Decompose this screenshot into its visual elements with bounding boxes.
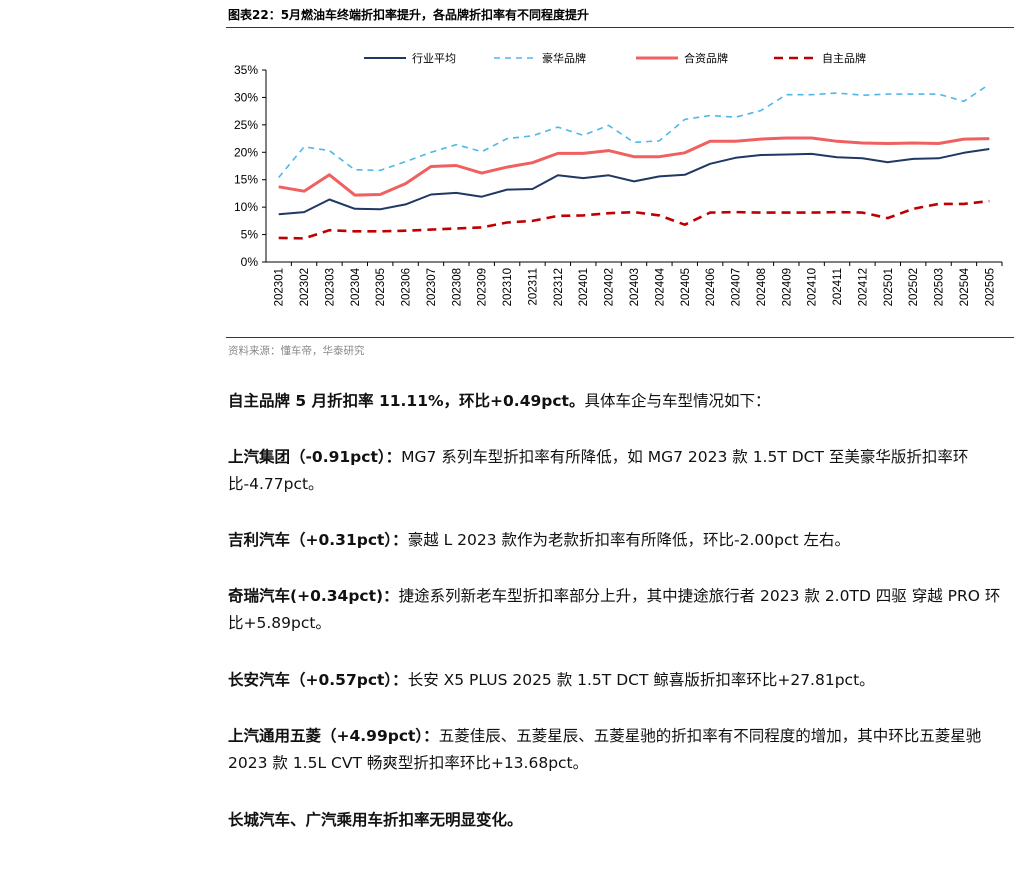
- x-tick-label: 202305: [375, 268, 387, 306]
- x-tick-label: 202501: [883, 268, 895, 306]
- plot-area: [278, 83, 990, 240]
- legend-label: 自主品牌: [822, 51, 866, 65]
- x-tick-label: 202312: [553, 268, 565, 306]
- paragraph-lead: 长安汽车（+0.57pct）：: [228, 671, 408, 689]
- paragraph-text: 捷途系列新老车型折扣率部分上升，其中捷途旅行者 2023 款 2.0TD 四驱 …: [228, 587, 1001, 632]
- series-line-豪华品牌: [278, 83, 990, 179]
- x-tick-label: 202303: [324, 268, 336, 306]
- x-tick-label: 202401: [578, 268, 590, 306]
- chart-legend: 行业平均 豪华品牌 合资品牌 自主品牌: [364, 51, 866, 65]
- paragraph-saic: 上汽集团（-0.91pct）：MG7 系列车型折扣率有所降低，如 MG7 202…: [228, 444, 1014, 498]
- x-tick-label: 202304: [350, 267, 362, 306]
- x-tick-label: 202504: [959, 267, 971, 306]
- y-tick-label: 25%: [234, 118, 258, 132]
- x-tick-label: 202307: [426, 268, 438, 306]
- series-line-自主品牌: [278, 199, 990, 240]
- y-tick-label: 15%: [234, 173, 258, 187]
- x-tick-label: 202502: [908, 268, 920, 306]
- bottom-rule: [226, 337, 1014, 338]
- y-tick-label: 20%: [234, 145, 258, 159]
- x-tick-label: 202405: [680, 268, 692, 306]
- paragraph-text: 具体车企与车型情况如下：: [584, 392, 771, 410]
- legend-label: 行业平均: [412, 52, 456, 65]
- x-tick-label: 202310: [502, 268, 514, 306]
- x-tick-label: 202404: [654, 267, 666, 306]
- paragraph-changan: 长安汽车（+0.57pct）：长安 X5 PLUS 2025 款 1.5T DC…: [228, 667, 1014, 694]
- x-tick-label: 202410: [807, 268, 819, 306]
- paragraph-sgmw: 上汽通用五菱（+4.99pct）：五菱佳辰、五菱星辰、五菱星驰的折扣率有不同程度…: [228, 723, 1014, 777]
- x-tick-label: 202412: [857, 268, 869, 306]
- paragraph-lead: 吉利汽车（+0.31pct）：: [228, 531, 408, 549]
- legend-label: 合资品牌: [684, 51, 728, 65]
- paragraph-lead: 上汽通用五菱（+4.99pct）：: [228, 727, 439, 745]
- x-tick-label: 202302: [299, 268, 311, 306]
- legend-label: 豪华品牌: [542, 51, 586, 65]
- paragraph-lead: 自主品牌 5 月折扣率 11.11%，环比+0.49pct。: [228, 392, 585, 410]
- x-tick-label: 202306: [401, 268, 413, 306]
- series-line-合资品牌: [278, 136, 990, 197]
- x-tick-label: 202409: [781, 268, 793, 306]
- x-tick-label: 202309: [477, 268, 489, 306]
- x-tick-label: 202311: [527, 268, 539, 306]
- x-tick-label: 202402: [604, 268, 616, 306]
- x-tick-label: 202301: [274, 268, 286, 306]
- top-rule: [226, 27, 1014, 28]
- y-tick-label: 0%: [241, 255, 259, 269]
- paragraph-lead: 上汽集团（-0.91pct）：: [228, 448, 402, 466]
- y-tick-label: 5%: [241, 228, 259, 242]
- paragraph-text: 五菱佳辰、五菱星辰、五菱星驰的折扣率有不同程度的增加，其中环比五菱星驰 2023…: [228, 727, 982, 772]
- line-chart: 行业平均 豪华品牌 合资品牌 自主品牌 0%5%10%15%20%25%30%35% …: [234, 51, 1003, 306]
- x-tick-label: 202408: [756, 268, 768, 306]
- x-tick-label: 202308: [451, 268, 463, 306]
- x-tick-label: 202407: [731, 268, 743, 306]
- x-tick-label: 202503: [934, 268, 946, 306]
- paragraph-lead: 奇瑞汽车(+0.34pct)：: [228, 587, 399, 605]
- paragraph-chery: 奇瑞汽车(+0.34pct)：捷途系列新老车型折扣率部分上升，其中捷途旅行者 2…: [228, 583, 1014, 637]
- paragraph-lead: 长城汽车、广汽乘用车折扣率无明显变化。: [228, 811, 523, 829]
- x-tick-label: 202505: [984, 268, 996, 306]
- y-axis: 0% 5% 10% 15% 20% 25% 30% 35%: [234, 63, 267, 269]
- paragraph-geely: 吉利汽车（+0.31pct）：豪越 L 2023 款作为老款折扣率有所降低，环比…: [228, 527, 1014, 554]
- x-axis: 202301 202302 202303 202304 202305 202306 2023…: [266, 261, 1003, 306]
- x-tick-label: 202406: [705, 268, 717, 306]
- x-tick-label: 202403: [629, 268, 641, 306]
- source-note: 资料来源：懂车帝，华泰研究: [228, 345, 365, 357]
- x-tick-label: 202411: [832, 268, 844, 306]
- series-line-行业平均: [278, 148, 990, 216]
- paragraph-own-brand: 自主品牌 5 月折扣率 11.11%，环比+0.49pct。具体车企与车型情况如…: [228, 388, 1014, 415]
- y-tick-label: 10%: [234, 200, 258, 214]
- figure-title: 图表22：5月燃油车终端折扣率提升，各品牌折扣率有不同程度提升: [228, 8, 590, 22]
- y-tick-label: 30%: [234, 90, 258, 104]
- y-tick-label: 35%: [234, 63, 258, 77]
- paragraph-text: 豪越 L 2023 款作为老款折扣率有所降低，环比-2.00pct 左右。: [407, 531, 851, 549]
- paragraph-gwm-gac: 长城汽车、广汽乘用车折扣率无明显变化。: [228, 807, 1014, 834]
- paragraph-text: 长安 X5 PLUS 2025 款 1.5T DCT 鲸喜版折扣率环比+27.8…: [407, 671, 875, 689]
- paragraph-text: MG7 系列车型折扣率有所降低，如 MG7 2023 款 1.5T DCT 至美…: [228, 448, 969, 493]
